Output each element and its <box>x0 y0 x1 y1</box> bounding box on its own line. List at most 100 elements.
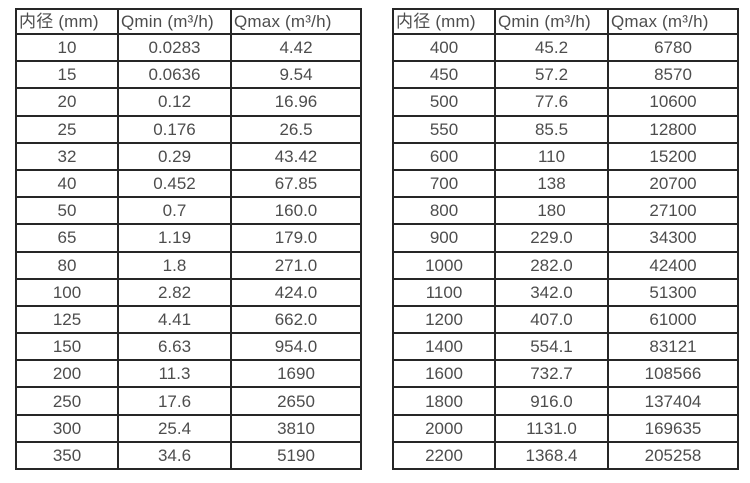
table-cell: 400 <box>392 32 496 63</box>
table-cell: 4.41 <box>117 304 232 335</box>
table-cell: 34.6 <box>117 440 232 471</box>
table-row: 2000 1131.0 169635 <box>392 413 739 443</box>
table-row: 80 1.8 271.0 <box>15 250 362 280</box>
table-cell: 32 <box>15 141 119 171</box>
column-header: Qmin (m³/h) <box>117 8 232 35</box>
table-body: 10 0.0283 4.42 15 0.0636 9.54 20 0.12 16.96 25 0.1… <box>15 32 362 471</box>
table-cell: 25.4 <box>117 413 232 443</box>
table-row: 100 2.82 424.0 <box>15 277 362 307</box>
table-row: 900 229.0 34300 <box>392 223 739 253</box>
flow-spec-table-small-diameters: 内径 (mm) Qmin (m³/h) Qmax (m³/h) 10 0.0283 4.… <box>15 8 362 471</box>
column-header: Qmin (m³/h) <box>494 8 609 35</box>
table-cell: 138 <box>494 168 609 199</box>
table-cell: 6.63 <box>117 332 232 362</box>
table-cell: 20 <box>15 87 119 117</box>
table-row: 200 11.3 1690 <box>15 359 362 389</box>
table-row: 15 0.0636 9.54 <box>15 60 362 90</box>
table-cell: 150 <box>15 332 119 362</box>
table-cell: 100 <box>15 277 119 307</box>
table-row: 1200 407.0 61000 <box>392 304 739 335</box>
table-cell: 1000 <box>392 250 496 280</box>
table-cell: 77.6 <box>494 87 609 117</box>
table-row: 500 77.6 10600 <box>392 87 739 117</box>
table-row: 700 138 20700 <box>392 168 739 199</box>
table-cell: 17.6 <box>117 386 232 416</box>
table-cell: 205258 <box>607 440 739 471</box>
table-row: 1400 554.1 83121 <box>392 332 739 362</box>
column-header: Qmax (m³/h) <box>230 8 362 35</box>
table-cell: 169635 <box>607 413 739 443</box>
table-row: 250 17.6 2650 <box>15 386 362 416</box>
table-cell: 424.0 <box>230 277 362 307</box>
table-cell: 8570 <box>607 60 739 90</box>
table-cell: 350 <box>15 440 119 471</box>
table-cell: 2200 <box>392 440 496 471</box>
table-cell: 0.176 <box>117 114 232 144</box>
table-row: 25 0.176 26.5 <box>15 114 362 144</box>
table-cell: 9.54 <box>230 60 362 90</box>
table-row: 150 6.63 954.0 <box>15 332 362 362</box>
table-cell: 4.42 <box>230 32 362 63</box>
table-cell: 15200 <box>607 141 739 171</box>
table-cell: 16.96 <box>230 87 362 117</box>
table-cell: 1690 <box>230 359 362 389</box>
table-cell: 700 <box>392 168 496 199</box>
table-row: 40 0.452 67.85 <box>15 168 362 199</box>
table-cell: 20700 <box>607 168 739 199</box>
table-row: 300 25.4 3810 <box>15 413 362 443</box>
table-cell: 10 <box>15 32 119 63</box>
table-cell: 900 <box>392 223 496 253</box>
table-cell: 61000 <box>607 304 739 335</box>
table-cell: 342.0 <box>494 277 609 307</box>
table-cell: 10600 <box>607 87 739 117</box>
table-cell: 57.2 <box>494 60 609 90</box>
table-cell: 137404 <box>607 386 739 416</box>
table-row: 450 57.2 8570 <box>392 60 739 90</box>
table-cell: 271.0 <box>230 250 362 280</box>
table-cell: 1400 <box>392 332 496 362</box>
table-cell: 1100 <box>392 277 496 307</box>
table-cell: 40 <box>15 168 119 199</box>
table-cell: 27100 <box>607 196 739 226</box>
table-row: 350 34.6 5190 <box>15 440 362 471</box>
table-cell: 450 <box>392 60 496 90</box>
table-cell: 85.5 <box>494 114 609 144</box>
table-row: 1600 732.7 108566 <box>392 359 739 389</box>
column-header: 内径 (mm) <box>15 8 119 35</box>
table-cell: 0.29 <box>117 141 232 171</box>
table-cell: 0.7 <box>117 196 232 226</box>
table-cell: 0.0636 <box>117 60 232 90</box>
table-cell: 2000 <box>392 413 496 443</box>
table-row: 125 4.41 662.0 <box>15 304 362 335</box>
table-cell: 1131.0 <box>494 413 609 443</box>
column-header: 内径 (mm) <box>392 8 496 35</box>
table-cell: 800 <box>392 196 496 226</box>
table-cell: 34300 <box>607 223 739 253</box>
table-cell: 108566 <box>607 359 739 389</box>
table-cell: 26.5 <box>230 114 362 144</box>
table-cell: 2650 <box>230 386 362 416</box>
table-cell: 83121 <box>607 332 739 362</box>
header-row: 内径 (mm) Qmin (m³/h) Qmax (m³/h) <box>392 8 739 35</box>
table-cell: 12800 <box>607 114 739 144</box>
flow-spec-table-large-diameters: 内径 (mm) Qmin (m³/h) Qmax (m³/h) 400 45.2 678… <box>392 8 739 471</box>
table-cell: 45.2 <box>494 32 609 63</box>
table-cell: 50 <box>15 196 119 226</box>
table-cell: 600 <box>392 141 496 171</box>
table-cell: 110 <box>494 141 609 171</box>
table-row: 50 0.7 160.0 <box>15 196 362 226</box>
table-cell: 2.82 <box>117 277 232 307</box>
column-header: Qmax (m³/h) <box>607 8 739 35</box>
table-cell: 3810 <box>230 413 362 443</box>
table-cell: 6780 <box>607 32 739 63</box>
table-cell: 554.1 <box>494 332 609 362</box>
table-cell: 662.0 <box>230 304 362 335</box>
table-cell: 42400 <box>607 250 739 280</box>
table-cell: 229.0 <box>494 223 609 253</box>
table-row: 600 110 15200 <box>392 141 739 171</box>
table-cell: 180 <box>494 196 609 226</box>
table-cell: 550 <box>392 114 496 144</box>
table-row: 65 1.19 179.0 <box>15 223 362 253</box>
table-cell: 51300 <box>607 277 739 307</box>
